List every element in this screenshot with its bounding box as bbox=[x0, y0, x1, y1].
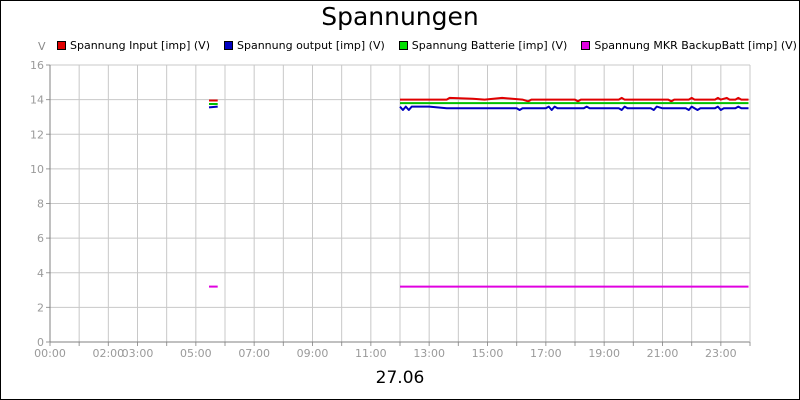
y-tick-label: 6 bbox=[37, 232, 44, 245]
y-tick-label: 2 bbox=[37, 301, 44, 314]
legend-item-batterie: Spannung Batterie [imp] (V) bbox=[398, 38, 568, 52]
x-tick-label: 21:00 bbox=[647, 347, 679, 360]
legend-item-input: Spannung Input [imp] (V) bbox=[57, 38, 210, 52]
x-tick-label: 09:00 bbox=[297, 347, 329, 360]
legend-item-output: Spannung output [imp] (V) bbox=[224, 38, 385, 52]
x-tick-label: 23:00 bbox=[705, 347, 737, 360]
legend-label-backupbatt: Spannung MKR BackupBatt [imp] (V) bbox=[594, 38, 797, 52]
series-1-line-segment-0 bbox=[208, 105, 218, 109]
y-tick-label: 16 bbox=[30, 59, 44, 72]
y-tick-label: 10 bbox=[30, 163, 44, 176]
x-tick-label: 11:00 bbox=[355, 347, 387, 360]
x-tick-label: 13:00 bbox=[413, 347, 445, 360]
x-tick-label: 05:00 bbox=[180, 347, 212, 360]
y-tick-label: 14 bbox=[30, 94, 44, 107]
series-1-line-segment-1 bbox=[399, 105, 749, 111]
legend-swatch-batterie bbox=[398, 40, 408, 50]
legend-swatch-backupbatt bbox=[581, 40, 591, 50]
x-tick-label: 19:00 bbox=[588, 347, 620, 360]
legend-swatch-input bbox=[57, 40, 66, 50]
legend-label-input: Spannung Input [imp] (V) bbox=[70, 38, 210, 52]
x-tick-label: 07:00 bbox=[238, 347, 270, 360]
x-tick-label: 00:00 bbox=[34, 347, 66, 360]
chart-title: Spannungen bbox=[321, 2, 479, 31]
y-axis-unit-label: V bbox=[38, 40, 46, 53]
y-tick-label: 0 bbox=[37, 336, 44, 349]
x-tick-label: 02:00 bbox=[92, 347, 124, 360]
legend: Spannung Input [imp] (V) Spannung output… bbox=[57, 38, 800, 52]
legend-item-backupbatt: Spannung MKR BackupBatt [imp] (V) bbox=[581, 38, 797, 52]
x-tick-label: 03:00 bbox=[122, 347, 154, 360]
x-axis-date-label: 27.06 bbox=[375, 368, 425, 388]
legend-label-batterie: Spannung Batterie [imp] (V) bbox=[411, 38, 568, 52]
x-tick-label: 15:00 bbox=[472, 347, 504, 360]
x-tick-label: 17:00 bbox=[530, 347, 562, 360]
y-tick-label: 8 bbox=[37, 198, 44, 211]
y-tick-label: 4 bbox=[37, 267, 44, 280]
series-0-line-segment-1 bbox=[400, 96, 749, 103]
y-tick-label: 12 bbox=[30, 128, 44, 141]
legend-label-output: Spannung output [imp] (V) bbox=[237, 38, 385, 52]
legend-swatch-output bbox=[224, 40, 233, 50]
